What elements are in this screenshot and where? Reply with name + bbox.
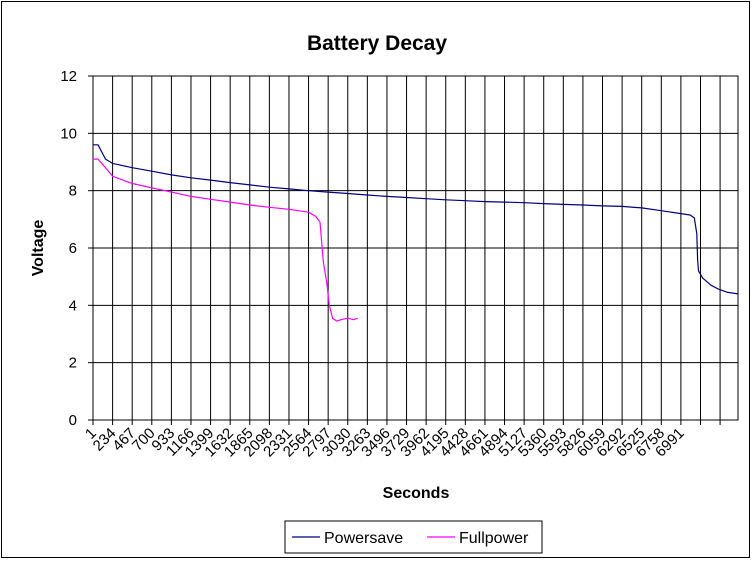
series-line-fullpower (93, 158, 359, 322)
chart-legend: Powersave Fullpower (284, 520, 543, 554)
y-axis-title: Voltage (30, 220, 47, 277)
legend-label-powersave: Powersave (324, 530, 403, 547)
series-layer (93, 144, 739, 322)
series-line-powersave (93, 144, 739, 295)
y-tick-label: 12 (60, 68, 77, 85)
y-tick-label: 6 (69, 240, 77, 257)
legend-label-fullpower: Fullpower (459, 530, 529, 547)
x-axis-ticks: 1234467700933116613991632186520982331256… (82, 420, 721, 460)
vertical-gridlines (92, 76, 721, 420)
y-tick-label: 0 (69, 412, 77, 429)
y-tick-label: 10 (60, 125, 77, 142)
y-tick-label: 4 (69, 297, 77, 314)
y-tick-label: 2 (69, 355, 77, 372)
chart-title: Battery Decay (307, 32, 447, 55)
x-axis-title: Seconds (383, 485, 450, 502)
legend-box (284, 520, 543, 554)
y-tick-label: 8 (69, 183, 77, 200)
y-axis-ticks: 0 2 4 6 8 10 12 (60, 68, 93, 429)
